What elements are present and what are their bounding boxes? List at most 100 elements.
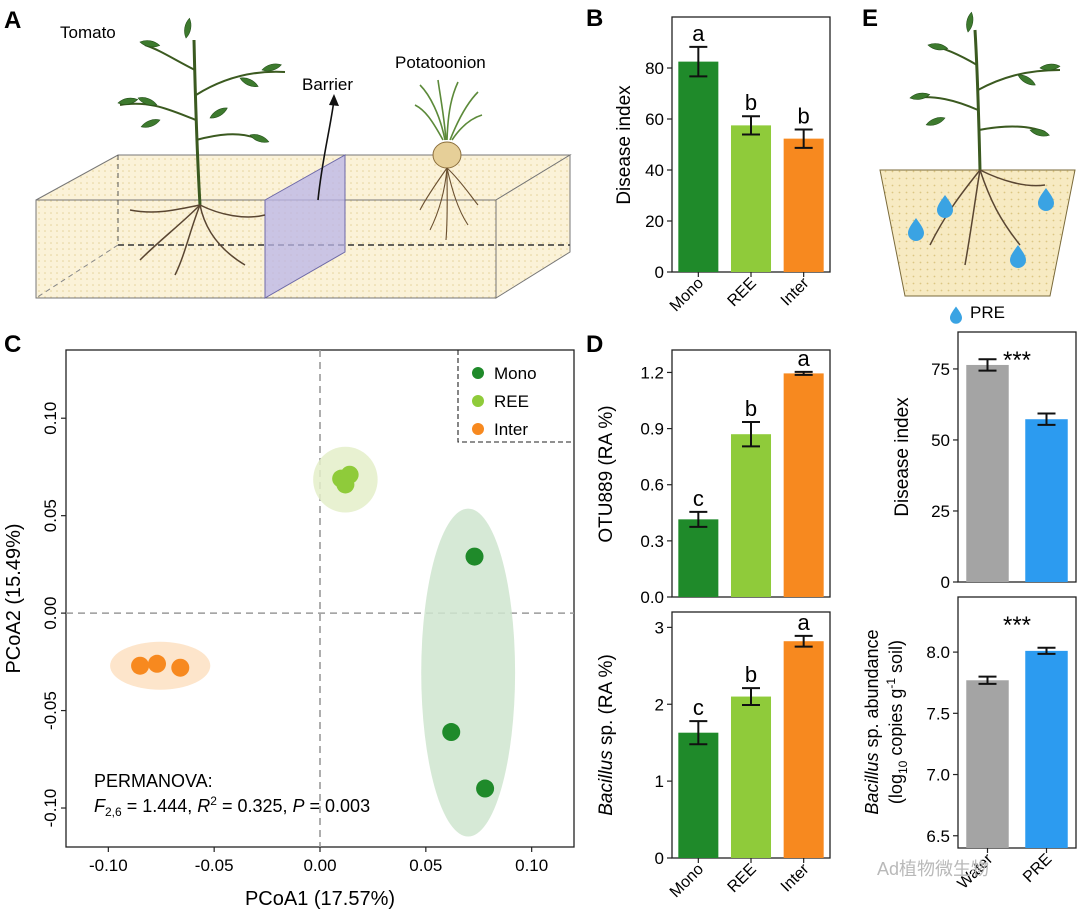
x-tick-label: 0.10 [515, 856, 548, 875]
significance-letter: b [745, 662, 757, 687]
barrier-arrow-icon [317, 99, 335, 201]
y-tick-label: 0.9 [640, 420, 664, 439]
panel-a: A [4, 7, 572, 299]
x-axis-label: PCoA1 (17.57%) [245, 888, 395, 910]
y-axis-label-part: copies g [886, 689, 906, 761]
y-axis-label: OTU889 (RA %) [596, 405, 617, 542]
barrier-arrowhead-icon [329, 94, 339, 106]
legend-label-ree: REE [494, 392, 529, 411]
bar-mono [678, 61, 719, 272]
legend-marker-inter [472, 423, 484, 435]
y-axis-label-subscript: 10 [896, 760, 910, 774]
significance-stars: *** [1003, 347, 1031, 374]
tomato-leaves-icon [117, 17, 283, 145]
point-inter [131, 656, 150, 675]
y-tick-label: 80 [645, 59, 664, 78]
x-tick-label: -0.05 [195, 856, 234, 875]
stat-r-symbol: R [197, 796, 210, 816]
legend-marker-mono [472, 367, 484, 379]
legend-label-inter: Inter [494, 420, 528, 439]
pot-leaves-icon [909, 11, 1061, 139]
point-mono [442, 723, 461, 742]
stat-f-subscript: 2,6 [105, 805, 122, 819]
y-axis-label-part: soil) [886, 640, 906, 678]
bar-mono [678, 732, 719, 858]
y-axis-label-superscript: -1 [884, 678, 898, 689]
significance-letter: b [745, 396, 757, 421]
bar-water [966, 364, 1009, 582]
significance-letter: c [693, 486, 704, 511]
pre-legend-drop-icon [950, 306, 962, 324]
bar-mono [678, 519, 719, 597]
point-ree [336, 475, 355, 494]
y-tick-label: 0.10 [41, 402, 60, 435]
barrier-panel [264, 154, 346, 299]
ellipse-mono [421, 508, 516, 837]
significance-letter: b [798, 103, 810, 128]
y-tick-label: 25 [931, 502, 950, 521]
y-tick-label: 20 [645, 212, 664, 231]
y-tick-label: 7.5 [926, 704, 950, 723]
bar-ree [730, 125, 772, 272]
y-tick-label: 0 [655, 849, 664, 868]
bar-pre [1025, 650, 1068, 848]
x-tick-label: 0.05 [409, 856, 442, 875]
y-tick-label: 0 [941, 573, 950, 592]
y-tick-label: 75 [931, 360, 950, 379]
y-tick-label: 40 [645, 161, 664, 180]
y-tick-label: 0.6 [640, 476, 664, 495]
significance-letter: a [798, 346, 811, 371]
y-axis-label-italic: Bacillus [862, 753, 882, 815]
plot-frame [957, 596, 1077, 849]
y-axis-label: Bacillus sp. (RA %) [596, 654, 617, 816]
chart-c-pcoa: -0.10 -0.05 0.00 0.05 0.10 -0.10 -0.05 0.00 0.05… [3, 349, 575, 910]
pot-plant-icon [911, 29, 1061, 266]
point-mono [476, 779, 495, 798]
bar-water [966, 680, 1009, 848]
chart-d-otu889: 0.0 0.3 0.6 0.9 1.2 c b a OTU889 (RA %) [596, 346, 831, 607]
x-tick-label: PRE [1020, 851, 1055, 886]
legend-marker-ree [472, 395, 484, 407]
point-inter [171, 658, 190, 677]
potato-onion-icon [414, 79, 483, 241]
y-tick-label: 50 [931, 431, 950, 450]
y-tick-label: 0.0 [640, 588, 664, 607]
y-tick-label: 0.3 [640, 532, 664, 551]
x-tick-label: REE [725, 861, 760, 896]
panel-letter-b: B [586, 5, 603, 32]
panel-letter-e: E [862, 5, 878, 32]
x-tick-label: Inter [778, 274, 813, 309]
legend-label-mono: Mono [494, 364, 537, 383]
y-tick-label: -0.05 [41, 691, 60, 730]
panel-e: E PR [862, 5, 1077, 893]
point-mono [465, 547, 484, 566]
significance-letter: a [692, 21, 705, 46]
watermark: Ad植物微生物 [877, 859, 989, 879]
y-tick-label: 3 [655, 618, 664, 637]
permanova-title: PERMANOVA: [94, 771, 213, 791]
bar-ree [730, 434, 772, 597]
stat-r-value: = 0.325, [217, 796, 293, 816]
y-tick-label: 0.05 [41, 499, 60, 532]
legend-box [457, 350, 574, 443]
y-axis-label: PCoA2 (15.49%) [3, 523, 25, 673]
plot-frame [957, 331, 1077, 583]
chart-b-disease-index: 0 20 40 60 80 a Mono b REE b Inter Disease index [614, 16, 831, 315]
x-tick-label: 0.00 [303, 856, 336, 875]
x-tick-label: Mono [667, 275, 707, 315]
significance-letter: b [745, 90, 757, 115]
y-axis-label-line2: (log10 copies g-1 soil) [884, 640, 910, 804]
y-tick-label: 0.00 [41, 597, 60, 630]
y-axis-label-line1: Bacillus sp. abundance [862, 629, 882, 814]
bar-inter [783, 373, 824, 597]
point-inter [148, 654, 167, 673]
bar-ree [730, 696, 772, 858]
pot-icon [879, 169, 1076, 297]
pre-legend-label: PRE [970, 303, 1005, 322]
x-tick-label: REE [725, 275, 760, 310]
chart-e-disease-index: 0 25 50 75 *** Disease index [892, 331, 1077, 592]
stat-r-superscript: 2 [210, 794, 217, 808]
x-tick-label: -0.10 [89, 856, 128, 875]
